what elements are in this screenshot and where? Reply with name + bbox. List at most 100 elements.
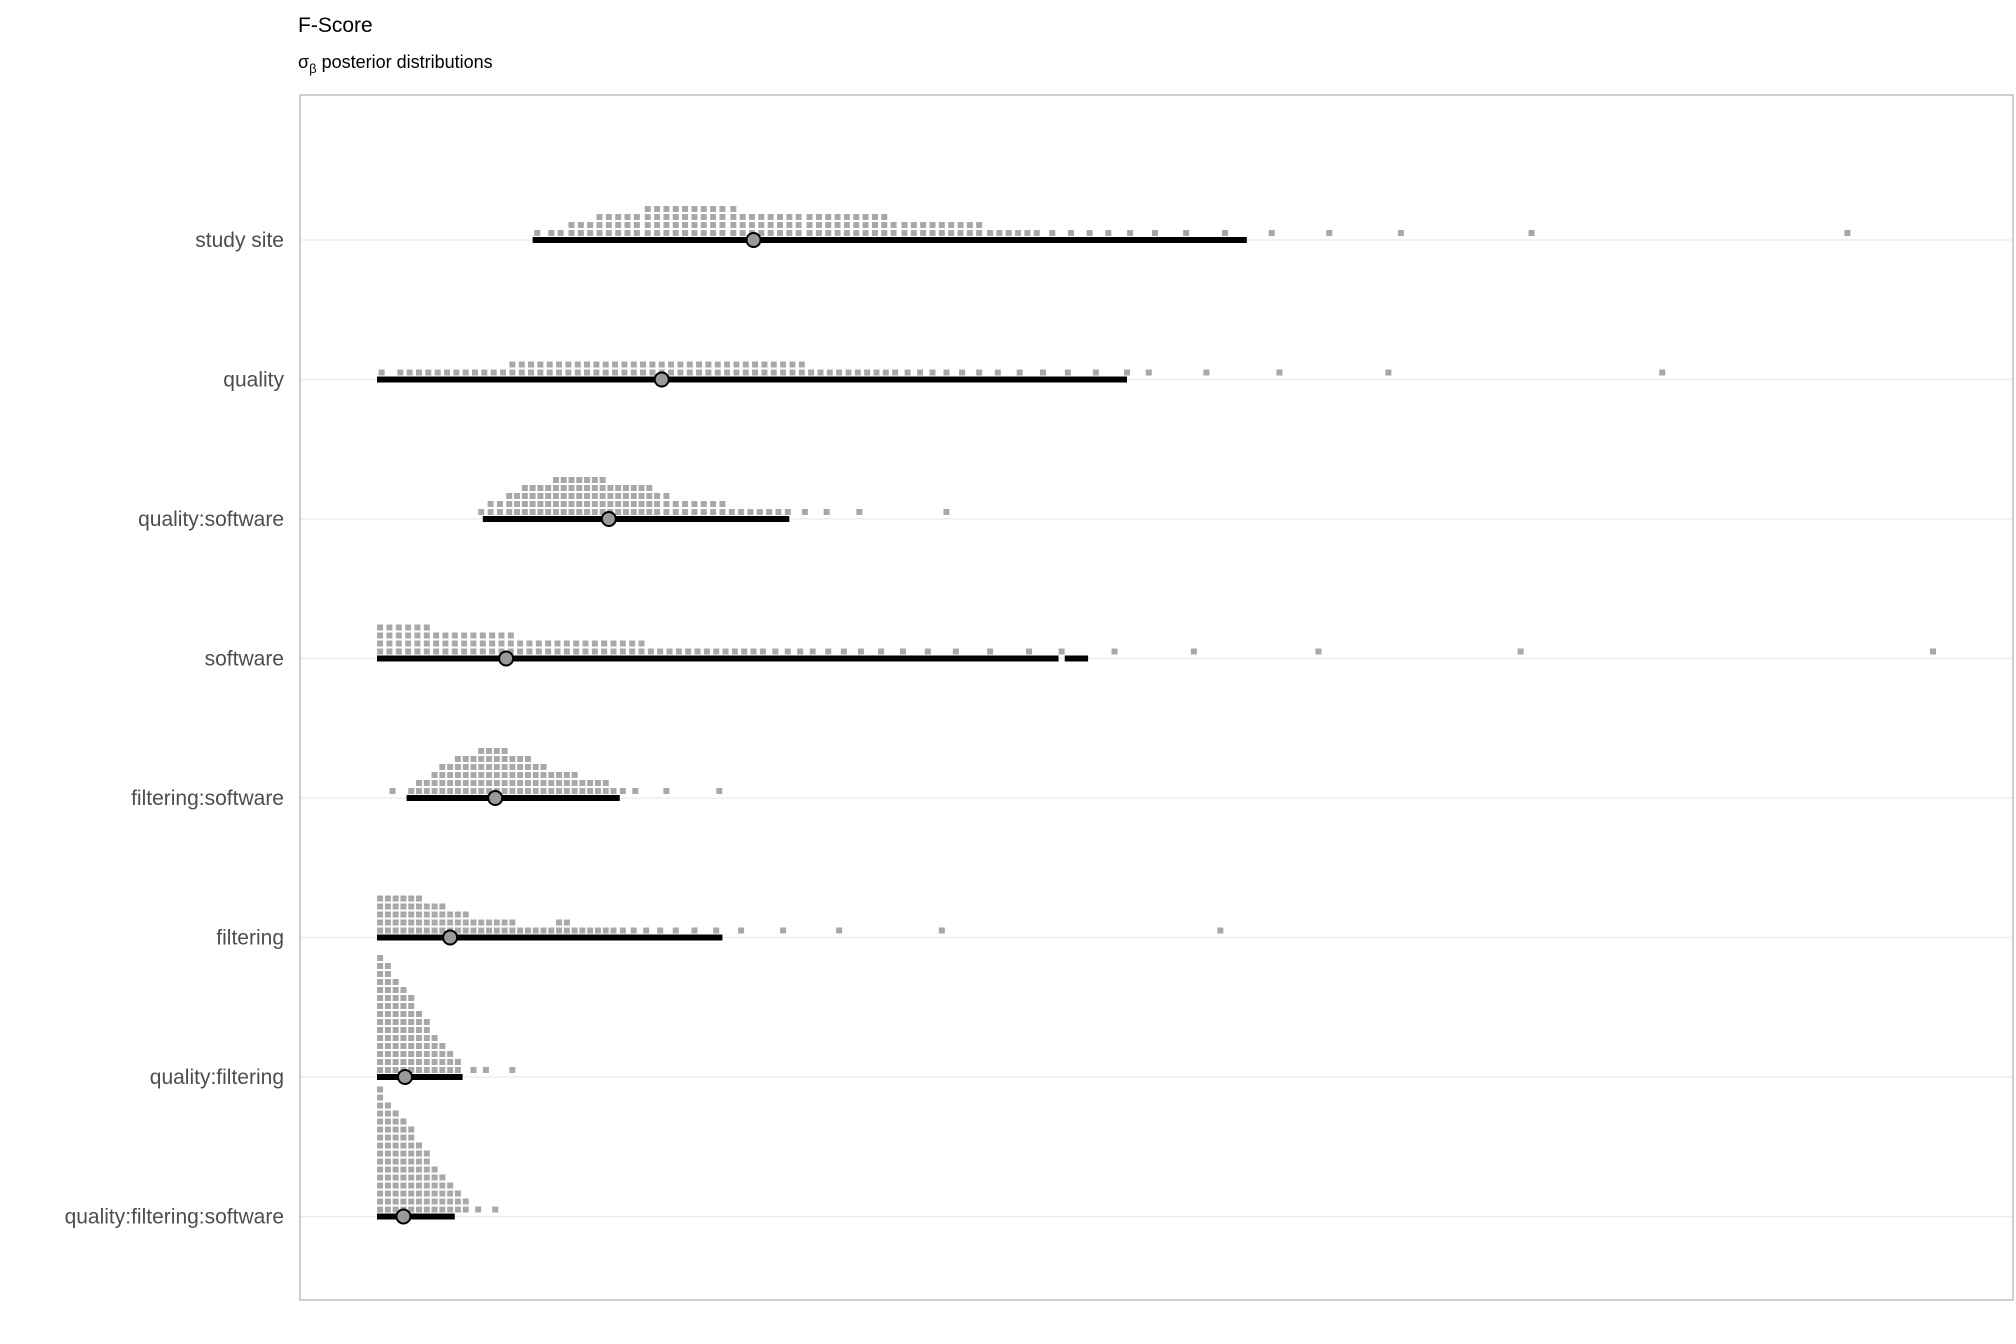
posterior-dot [619,927,626,934]
posterior-dot [454,1067,461,1073]
posterior-dot [529,509,536,515]
posterior-dot [976,222,983,228]
posterior-dot [654,509,661,515]
posterior-dot [408,1158,415,1165]
posterior-dot [384,1019,391,1025]
posterior-dot [493,927,500,934]
posterior-dot [431,911,438,918]
posterior-dot [462,764,469,770]
posterior-dot [384,979,391,985]
posterior-dot [490,369,497,376]
posterior-dot [406,369,413,376]
posterior-dot [798,361,805,368]
posterior-dot [601,648,608,655]
posterior-dot [657,648,664,655]
posterior-dot [1111,648,1118,655]
posterior-dot [719,230,726,236]
posterior-dot [730,222,737,228]
posterior-dot [400,1198,407,1205]
posterior-dot [500,369,507,376]
posterior-dot [416,1150,423,1157]
posterior-dot [770,361,777,368]
posterior-dot [400,1166,407,1173]
posterior-dot [447,1051,454,1057]
posterior-dot [392,1158,399,1165]
posterior-dot [552,485,559,491]
posterior-dot [545,640,552,647]
posterior-dot [663,222,670,228]
y-axis-label-filtering-software: filtering:software [131,787,284,810]
posterior-dot [761,361,768,368]
posterior-dot [451,632,458,639]
posterior-dot [392,911,399,918]
posterior-dot [853,230,860,236]
posterior-dot [392,919,399,926]
posterior-dot [568,485,575,491]
posterior-dot [882,369,889,376]
posterior-dot [384,963,391,969]
posterior-dot [487,509,494,515]
posterior-dot [493,748,500,754]
posterior-dot [501,780,508,786]
posterior-dot [976,369,983,376]
posterior-dot [405,632,412,639]
posterior-dot [416,927,423,934]
posterior-dot [854,369,861,376]
posterior-dot [400,927,407,934]
posterior-dot [470,780,477,786]
posterior-dot [857,648,864,655]
posterior-dot [384,1102,391,1109]
posterior-dot [507,640,514,647]
posterior-dot [602,927,609,934]
posterior-dot [462,788,469,794]
posterior-dot [509,780,516,786]
posterior-dot [461,640,468,647]
posterior-dot [392,1126,399,1133]
posterior-dot [386,632,393,639]
posterior-dot [386,624,393,631]
posterior-dot [377,1027,384,1033]
posterior-dot [447,772,454,778]
posterior-dot [786,222,793,228]
posterior-dot [423,624,430,631]
posterior-dot [408,1067,415,1073]
posterior-dot [691,927,698,934]
posterior-dot [423,1166,430,1173]
posterior-dot [602,361,609,368]
posterior-dot [663,493,670,499]
posterior-dot [630,361,637,368]
posterior-dot [377,1003,384,1009]
posterior-dot [929,222,936,228]
posterior-dot [710,222,717,228]
posterior-dot [408,1134,415,1141]
posterior-dot [682,501,689,507]
posterior-dot [384,1150,391,1157]
posterior-dot [719,509,726,515]
posterior-dot [431,780,438,786]
posterior-dot [713,927,720,934]
posterior-dot [384,1142,391,1149]
y-axis-label-software: software [205,648,284,671]
posterior-dot [377,1190,384,1197]
posterior-dot [405,624,412,631]
posterior-dot [576,477,583,483]
posterior-dot [442,640,449,647]
posterior-dot [568,477,575,483]
posterior-dot [400,987,407,993]
posterior-dot [478,509,485,515]
posterior-dot [733,369,740,376]
posterior-dot [591,648,598,655]
posterior-dot [377,995,384,1001]
posterior-dot [461,648,468,655]
posterior-dot [392,903,399,910]
posterior-dot [644,214,651,220]
posterior-dot [612,361,619,368]
posterior-dot [416,895,423,902]
posterior-dot [384,1174,391,1181]
posterior-dot [686,361,693,368]
posterior-dot [408,1182,415,1189]
dots-quality-filtering [377,955,516,1073]
subtitle-subscript: β [309,61,316,76]
posterior-dot [416,1019,423,1025]
posterior-dot [416,788,423,794]
